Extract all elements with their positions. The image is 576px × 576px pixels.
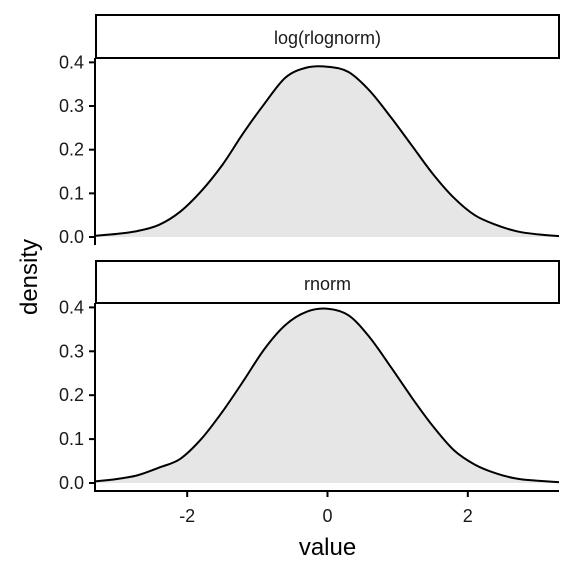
y-ticks-1: 0.0 0.1 0.2 0.3 0.4: [59, 52, 95, 247]
x-ticks: -2 0 2: [179, 491, 473, 526]
y-tick-label: 0.4: [59, 52, 84, 72]
x-tick-label: 2: [463, 506, 473, 526]
y-tick-label: 0.3: [59, 96, 84, 116]
x-tick-label: 0: [322, 506, 332, 526]
facet-strip-2: [95, 260, 560, 304]
density-area-1: [96, 66, 559, 237]
facet-strip-label-2: rnorm: [304, 274, 351, 294]
density-line-1: [95, 65, 560, 238]
density-line-2: [95, 307, 560, 484]
x-axis-title: value: [299, 534, 356, 561]
y-axis-title: density: [16, 239, 43, 315]
y-tick-label: 0.1: [59, 429, 84, 449]
y-tick-label: 0.2: [59, 385, 84, 405]
y-tick-label: 0.1: [59, 183, 84, 203]
y-ticks-2: 0.0 0.1 0.2 0.3 0.4: [59, 297, 95, 493]
y-tick-label: 0.0: [59, 473, 84, 493]
facet-strip-label-1: log(rlognorm): [274, 28, 381, 48]
facet-strip-1: [95, 14, 560, 59]
density-area-2: [96, 308, 559, 483]
facet-panel-1: log(rlognorm) 0.0 0.1 0.2 0.3 0.4: [59, 14, 560, 247]
y-tick-label: 0.2: [59, 140, 84, 160]
y-tick-label: 0.4: [59, 297, 84, 317]
y-tick-label: 0.3: [59, 341, 84, 361]
y-tick-label: 0.0: [59, 227, 84, 247]
x-tick-label: -2: [179, 506, 195, 526]
facet-panel-2: rnorm 0.0 0.1 0.2 0.3 0.4: [59, 260, 560, 493]
